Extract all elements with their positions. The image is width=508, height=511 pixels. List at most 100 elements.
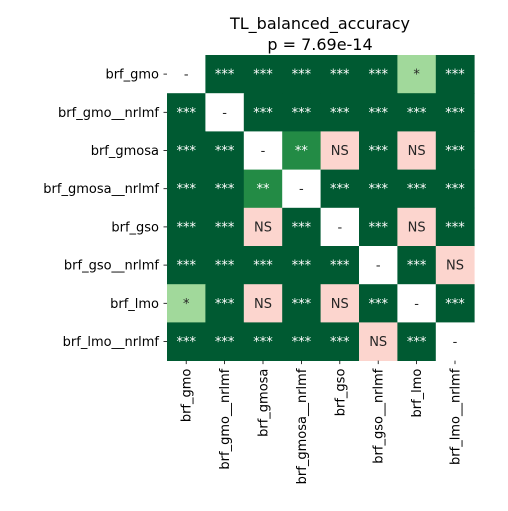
heatmap-cell-label: NS xyxy=(408,144,426,159)
heatmap-cell-label: - xyxy=(299,182,304,197)
heatmap-cell-label: *** xyxy=(215,259,235,274)
row-tick-label: brf_gmosa xyxy=(91,144,159,159)
heatmap-cell xyxy=(359,169,398,209)
heatmap-cell-label: *** xyxy=(215,220,235,235)
heatmap-cell xyxy=(397,284,437,323)
heatmap-cell xyxy=(282,169,321,209)
heatmap-cell-label: - xyxy=(376,259,381,274)
heatmap-cell xyxy=(167,246,206,285)
heatmap-cell xyxy=(243,246,283,285)
heatmap-cell-label: *** xyxy=(215,297,235,312)
heatmap-cell xyxy=(435,93,475,132)
heatmap-cell-label: *** xyxy=(407,335,427,350)
heatmap-cell-label: - xyxy=(222,106,227,121)
heatmap-cell-label: *** xyxy=(253,259,273,274)
heatmap-cell xyxy=(205,284,245,323)
heatmap-cell-label: *** xyxy=(368,68,388,83)
heatmap-cell-label: *** xyxy=(215,68,235,83)
heatmap-cell xyxy=(359,322,398,361)
heatmap-cell xyxy=(320,55,360,94)
heatmap-cell-label: NS xyxy=(408,220,426,235)
heatmap-cells: - *** *** *** *** *** * ****** - *** *** *** *** *** *… xyxy=(167,55,475,361)
heatmap-cell-label: *** xyxy=(215,144,235,159)
heatmap-cell-label: - xyxy=(261,144,266,159)
heatmap-cell xyxy=(167,131,206,170)
heatmap-cell xyxy=(243,93,283,132)
heatmap-cell-label: *** xyxy=(368,144,388,159)
heatmap-cell xyxy=(243,207,283,247)
heatmap-cell xyxy=(397,169,437,209)
heatmap-cell xyxy=(320,322,360,361)
heatmap-cell-label: - xyxy=(184,68,189,83)
heatmap-cell-label: NS xyxy=(369,335,387,350)
heatmap-cell xyxy=(282,246,321,285)
column-tick-label: brf_gmosa__nrlmf xyxy=(295,368,310,484)
heatmap-cell xyxy=(359,207,398,247)
heatmap-cell xyxy=(167,207,206,247)
heatmap-cell-label: *** xyxy=(176,182,196,197)
heatmap-cell-label: * xyxy=(183,297,190,312)
heatmap-cell-label: NS xyxy=(254,297,272,312)
heatmap-cell-label: - xyxy=(414,297,419,312)
heatmap-cell xyxy=(435,169,475,209)
heatmap-cell-label: NS xyxy=(331,297,349,312)
row-tick-labels: brf_gmo brf_gmo__nrlmf brf_gmosa brf_gmosa_… xyxy=(43,68,167,350)
heatmap-cell-label: *** xyxy=(445,297,465,312)
row-tick-label: brf_gso__nrlmf xyxy=(64,259,160,274)
heatmap-cell xyxy=(397,93,437,132)
row-tick-label: brf_gmosa__nrlmf xyxy=(43,182,159,197)
column-tick-label: brf_lmo__nrlmf xyxy=(449,368,464,465)
heatmap-cell-label: *** xyxy=(445,68,465,83)
heatmap-cell xyxy=(205,207,245,247)
heatmap-cell-label: *** xyxy=(176,106,196,121)
heatmap-cell-label: *** xyxy=(368,220,388,235)
heatmap-cell xyxy=(397,55,437,94)
column-tick-label: brf_gmo xyxy=(180,369,195,423)
heatmap-cell xyxy=(435,246,475,285)
row-tick-label: brf_lmo__nrlmf xyxy=(63,335,160,350)
heatmap-cell xyxy=(359,55,398,94)
heatmap-cell xyxy=(397,322,437,361)
row-tick-label: brf_gmo xyxy=(105,68,159,83)
heatmap-cell-label: ** xyxy=(257,182,271,197)
heatmap-cell xyxy=(167,322,206,361)
heatmap-cell-label: *** xyxy=(330,68,350,83)
column-tick-label: brf_gmosa xyxy=(257,369,272,437)
row-tick-label: brf_gmo__nrlmf xyxy=(58,106,159,121)
heatmap-cell-label: *** xyxy=(330,259,350,274)
heatmap-cell xyxy=(397,246,437,285)
heatmap-cell-label: *** xyxy=(292,259,312,274)
heatmap-cell xyxy=(320,169,360,209)
heatmap-cell-label: - xyxy=(453,335,458,350)
heatmap-cell-label: *** xyxy=(368,182,388,197)
heatmap-cell xyxy=(359,246,398,285)
heatmap-cell xyxy=(243,131,283,170)
heatmap-cell xyxy=(435,207,475,247)
heatmap-cell xyxy=(320,207,360,247)
heatmap-cell xyxy=(282,93,321,132)
heatmap-cell xyxy=(397,131,437,170)
heatmap-cell-label: *** xyxy=(253,106,273,121)
column-tick-labels: brf_gmo brf_gmo__nrlmf brf_gmosa brf_gmosa_… xyxy=(180,360,464,484)
heatmap-cell xyxy=(282,131,321,170)
heatmap-cell-label: *** xyxy=(176,335,196,350)
heatmap-cell-label: NS xyxy=(254,220,272,235)
heatmap-cell-label: *** xyxy=(368,297,388,312)
heatmap-cell xyxy=(205,246,245,285)
heatmap-cell xyxy=(320,131,360,170)
heatmap-cell-label: *** xyxy=(253,335,273,350)
heatmap-cell-label: *** xyxy=(176,144,196,159)
heatmap-cell-label: ** xyxy=(295,144,309,159)
heatmap-cell xyxy=(205,322,245,361)
column-tick-label: brf_gso xyxy=(333,369,348,417)
heatmap-cell xyxy=(320,246,360,285)
heatmap-cell-label: *** xyxy=(407,106,427,121)
heatmap-cell-label: *** xyxy=(292,220,312,235)
heatmap-cell xyxy=(282,284,321,323)
heatmap-cell-label: *** xyxy=(253,68,273,83)
heatmap-cell-label: *** xyxy=(330,182,350,197)
heatmap-cell-label: *** xyxy=(445,220,465,235)
heatmap-cell xyxy=(205,131,245,170)
heatmap-cell-label: *** xyxy=(215,335,235,350)
